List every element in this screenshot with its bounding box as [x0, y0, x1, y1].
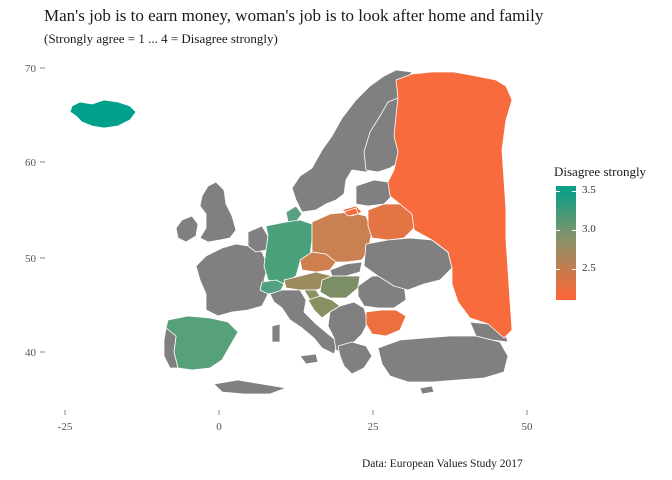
country-benelux: [247, 225, 269, 253]
y-tick-label: 60: [25, 157, 37, 169]
country-belarus: [367, 203, 415, 241]
y-tick-label: 70: [25, 63, 37, 75]
country-sardinia: [271, 323, 281, 343]
x-tick-label: 25: [368, 421, 380, 433]
country-germany: [263, 219, 313, 285]
legend-tick: [572, 191, 576, 192]
y-axis: 70 60 50 40: [25, 63, 45, 359]
legend-label: 2.5: [582, 262, 596, 274]
country-cyprus: [419, 385, 435, 395]
country-turkey: [377, 335, 509, 383]
legend-tick: [572, 269, 576, 270]
chart-subtitle: (Strongly agree = 1 ... 4 = Disagree str…: [44, 31, 278, 46]
region-north-africa: [213, 379, 287, 395]
country-russia-kaliningrad: [343, 207, 359, 217]
country-france: [195, 243, 269, 317]
x-tick-label: 0: [216, 421, 222, 433]
legend-tick: [556, 230, 560, 231]
y-tick-label: 50: [25, 253, 37, 265]
country-russia: [387, 71, 513, 339]
legend-tick: [556, 269, 560, 270]
country-baltics: [355, 179, 393, 207]
x-tick-label: 50: [522, 421, 534, 433]
x-tick-label: -25: [58, 421, 73, 433]
data-source-caption: Data: European Values Study 2017: [362, 458, 523, 470]
legend-tick: [572, 230, 576, 231]
country-balkans: [327, 301, 369, 355]
country-ireland: [175, 215, 199, 243]
country-great-britain: [199, 181, 237, 243]
x-axis: -25 0 25 50: [58, 410, 533, 433]
legend-label: 3.0: [582, 223, 596, 235]
legend-tick: [556, 191, 560, 192]
country-hungary: [319, 275, 361, 299]
country-iceland: [69, 99, 137, 129]
legend-colorbar: [556, 186, 576, 300]
legend-label: 3.5: [582, 184, 596, 196]
country-denmark: [285, 205, 303, 223]
y-tick-label: 40: [25, 347, 37, 359]
country-sicily: [299, 353, 319, 365]
country-greece: [337, 341, 373, 375]
country-portugal: [163, 327, 179, 369]
chart-title: Man's job is to earn money, woman's job …: [44, 6, 544, 25]
legend-title: Disagree strongly: [554, 164, 647, 179]
country-bulgaria: [365, 309, 407, 337]
country-ukraine: [363, 237, 453, 291]
